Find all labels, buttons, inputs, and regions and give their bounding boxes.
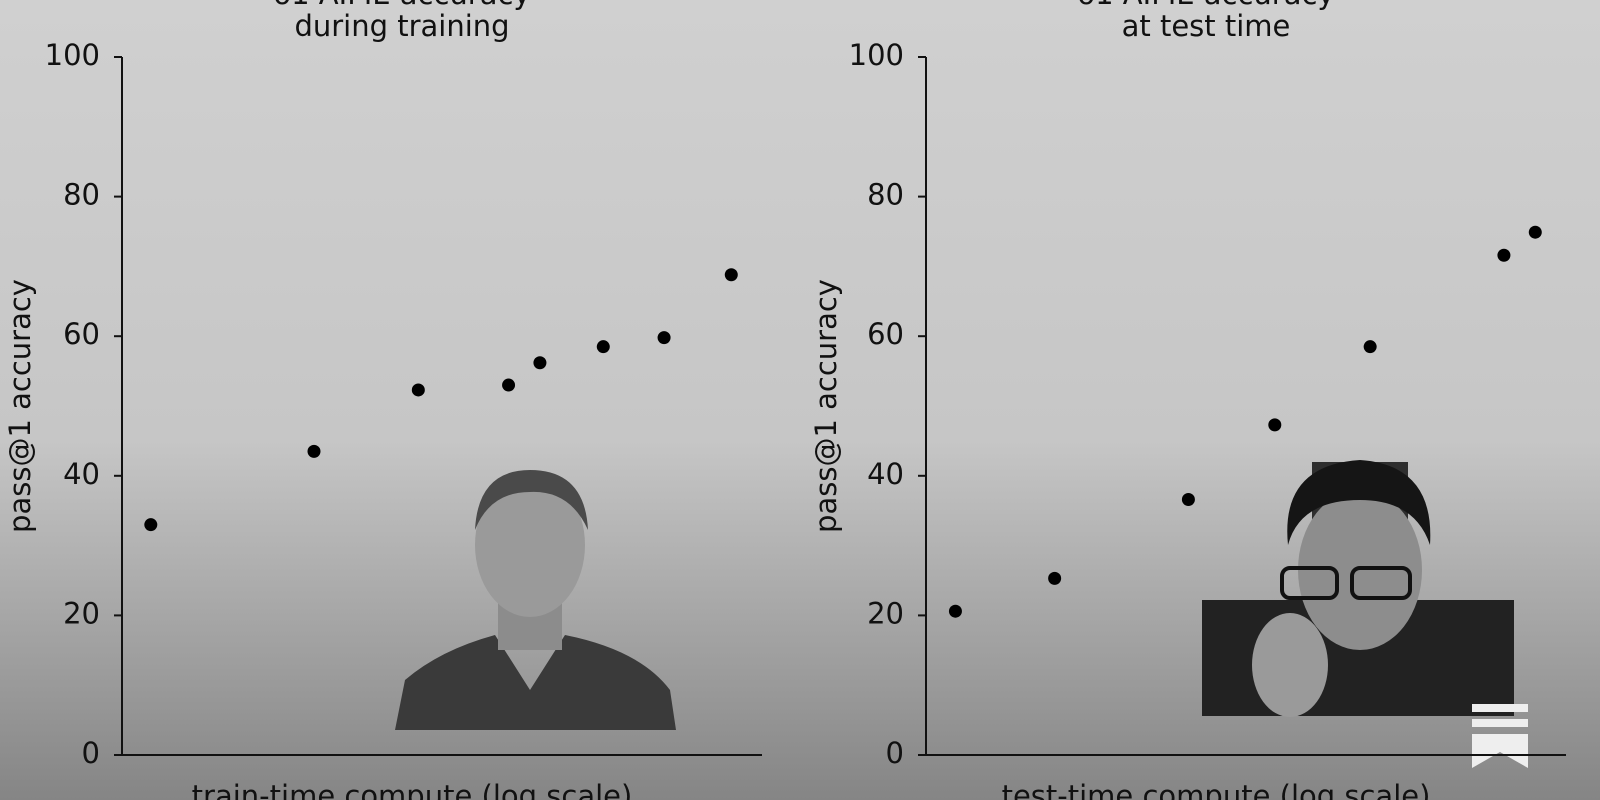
point — [144, 518, 158, 532]
chart-title: o1 AIME accuracy — [273, 0, 530, 11]
x-axis-label: test-time compute (log scale) — [1002, 779, 1431, 800]
point — [411, 383, 425, 397]
y-tick-label: 60 — [867, 317, 904, 351]
point — [1497, 248, 1511, 262]
y-tick-label: 0 — [82, 736, 100, 770]
substack-logo — [1472, 704, 1528, 768]
chart-title: o1 AIME accuracy — [1077, 0, 1334, 11]
point — [1048, 571, 1062, 585]
y-tick-label: 20 — [867, 596, 904, 630]
y-tick-label: 40 — [867, 457, 904, 491]
point — [596, 340, 610, 354]
y-tick-label: 100 — [849, 38, 904, 72]
point — [502, 378, 516, 392]
point — [1181, 493, 1195, 507]
y-axis-label: pass@1 accuracy — [809, 279, 843, 533]
chart-title: during training — [294, 9, 509, 43]
y-tick-label: 60 — [63, 317, 100, 351]
portrait-right — [1202, 460, 1514, 717]
y-tick-label: 0 — [886, 736, 904, 770]
point — [1268, 418, 1282, 432]
point — [533, 356, 547, 370]
point — [657, 331, 671, 345]
x-axis-label: train-time compute (log scale) — [192, 779, 633, 800]
point — [1528, 225, 1542, 239]
y-tick-label: 40 — [63, 457, 100, 491]
y-tick-label: 80 — [63, 178, 100, 212]
point — [307, 444, 321, 458]
point — [724, 268, 738, 282]
y-tick-label: 100 — [45, 38, 100, 72]
point — [948, 604, 962, 618]
y-tick-label: 80 — [867, 178, 904, 212]
y-tick-label: 20 — [63, 596, 100, 630]
y-axis-label: pass@1 accuracy — [3, 279, 37, 533]
portrait-left — [395, 470, 676, 730]
point — [1363, 340, 1377, 354]
chart-title: at test time — [1122, 9, 1291, 43]
